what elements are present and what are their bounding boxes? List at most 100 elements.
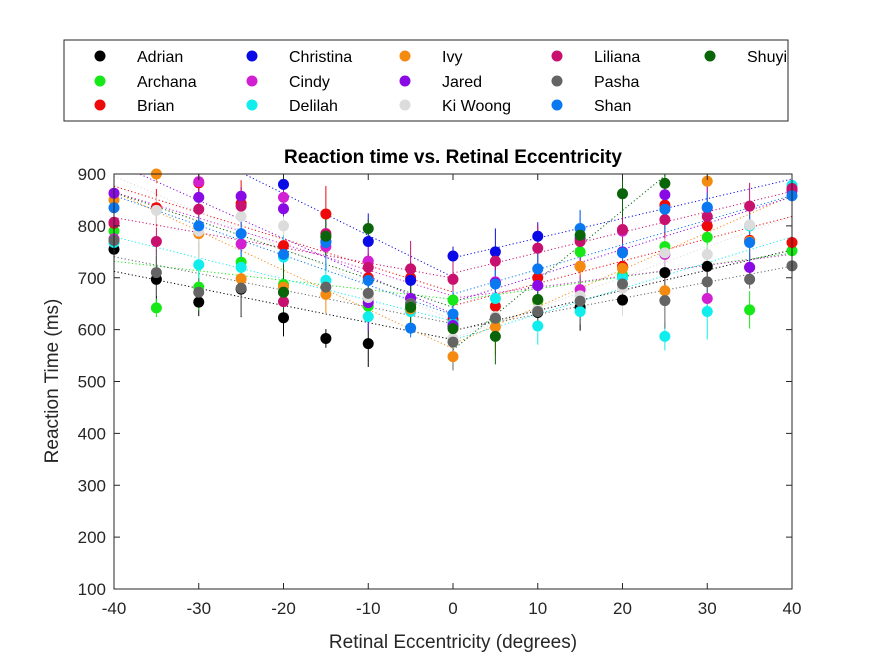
y-tick-label: 900 (78, 165, 106, 184)
legend-marker (94, 75, 106, 87)
point-adrian (362, 338, 374, 350)
x-tick-label: -40 (102, 599, 127, 618)
y-tick-label: 700 (78, 269, 106, 288)
point-shan (362, 274, 374, 286)
x-tick-label: 30 (698, 599, 717, 618)
point-ivy (489, 321, 501, 333)
point-adrian (617, 294, 628, 306)
point-ivy (235, 273, 247, 285)
point-delilah (235, 261, 247, 273)
point-pasha (532, 305, 544, 317)
point-shan (744, 236, 756, 248)
legend-label: Adrian (137, 49, 183, 66)
legend: Adrian Archana Brian Christina Cindy Delilah I… (63, 39, 789, 122)
y-tick-label: 300 (78, 476, 106, 495)
point-ivy (574, 260, 586, 272)
x-tick-label: 40 (783, 599, 802, 618)
point-christina (532, 230, 544, 242)
point-archana (447, 294, 459, 306)
point-pasha (574, 295, 586, 307)
legend-item-pasha: Pasha (551, 74, 639, 91)
point-pasha (235, 282, 247, 294)
point-ivy (447, 351, 459, 363)
point-shuyi (362, 222, 374, 234)
point-christina (278, 178, 289, 190)
trend-line-right-christina (452, 178, 792, 259)
point-ki-woong (701, 248, 713, 260)
legend-label: Pasha (594, 74, 639, 91)
point-ivy (617, 262, 628, 274)
trend-line-right-brian (452, 215, 792, 307)
legend-label: Christina (289, 49, 352, 66)
point-brian (320, 208, 332, 220)
trend-line-left-ivy (114, 191, 454, 350)
point-pasha (659, 295, 671, 307)
legend-item-delilah: Delilah (246, 98, 338, 115)
legend-marker (551, 75, 563, 87)
point-ivy (701, 175, 713, 187)
point-jared (744, 261, 756, 273)
legend-item-shuyi: Shuyi (704, 49, 787, 66)
x-tick-label: -10 (356, 599, 381, 618)
legend-marker (399, 50, 411, 62)
point-brian (701, 220, 713, 232)
point-brian (278, 240, 289, 252)
point-shuyi (447, 323, 459, 335)
trend-line-right-ivy (452, 194, 792, 345)
point-shan (489, 278, 501, 290)
trend-line-right-adrian (452, 249, 792, 332)
y-tick-label: 500 (78, 373, 106, 392)
point-shan (235, 228, 247, 240)
point-shan (447, 308, 459, 320)
point-adrian (320, 332, 332, 344)
legend-marker (94, 50, 106, 62)
point-pasha (193, 286, 205, 298)
legend-item-jared: Jared (399, 74, 482, 91)
y-tick-label: 200 (78, 528, 106, 547)
point-jared (193, 191, 205, 203)
legend-label: Brian (137, 98, 174, 115)
y-axis-title: Reaction Time (ms) (42, 299, 63, 464)
legend-marker (94, 99, 106, 111)
legend-marker (551, 99, 563, 111)
point-shan (659, 203, 671, 215)
point-ki-woong (659, 247, 671, 259)
point-pasha (744, 273, 756, 285)
point-brian (489, 300, 501, 312)
trend-line-right-archana (452, 252, 792, 302)
point-liliana (659, 214, 671, 226)
point-ivy (659, 285, 671, 297)
point-adrian (701, 260, 713, 272)
point-jared (278, 203, 289, 215)
point-ki-woong (150, 204, 162, 216)
point-adrian (278, 312, 289, 324)
point-christina (362, 235, 374, 247)
point-jared (659, 189, 671, 201)
y-tick-label: 800 (78, 217, 106, 236)
point-shuyi (320, 230, 332, 242)
legend-label: Shuyi (747, 49, 787, 66)
legend-box (63, 39, 789, 122)
legend-label: Cindy (289, 74, 330, 91)
point-shuyi (659, 177, 671, 189)
point-christina (447, 250, 459, 262)
point-delilah (701, 305, 713, 317)
legend-marker (246, 75, 258, 87)
point-delilah (659, 330, 671, 342)
plot-area (114, 174, 792, 589)
point-liliana (617, 224, 628, 236)
trend-line-right-liliana (452, 190, 792, 274)
legend-marker (246, 99, 258, 111)
point-liliana (150, 235, 162, 247)
legend-marker (551, 50, 563, 62)
legend-item-brian: Brian (94, 98, 174, 115)
point-delilah (574, 305, 586, 317)
point-archana (701, 231, 713, 243)
point-cindy (278, 191, 289, 203)
point-shan (617, 247, 628, 259)
legend-marker (246, 50, 258, 62)
point-liliana (701, 211, 713, 223)
point-shuyi (574, 229, 586, 241)
x-axis-title: Retinal Eccentricity (degrees) (329, 632, 577, 653)
data-points (108, 168, 798, 363)
